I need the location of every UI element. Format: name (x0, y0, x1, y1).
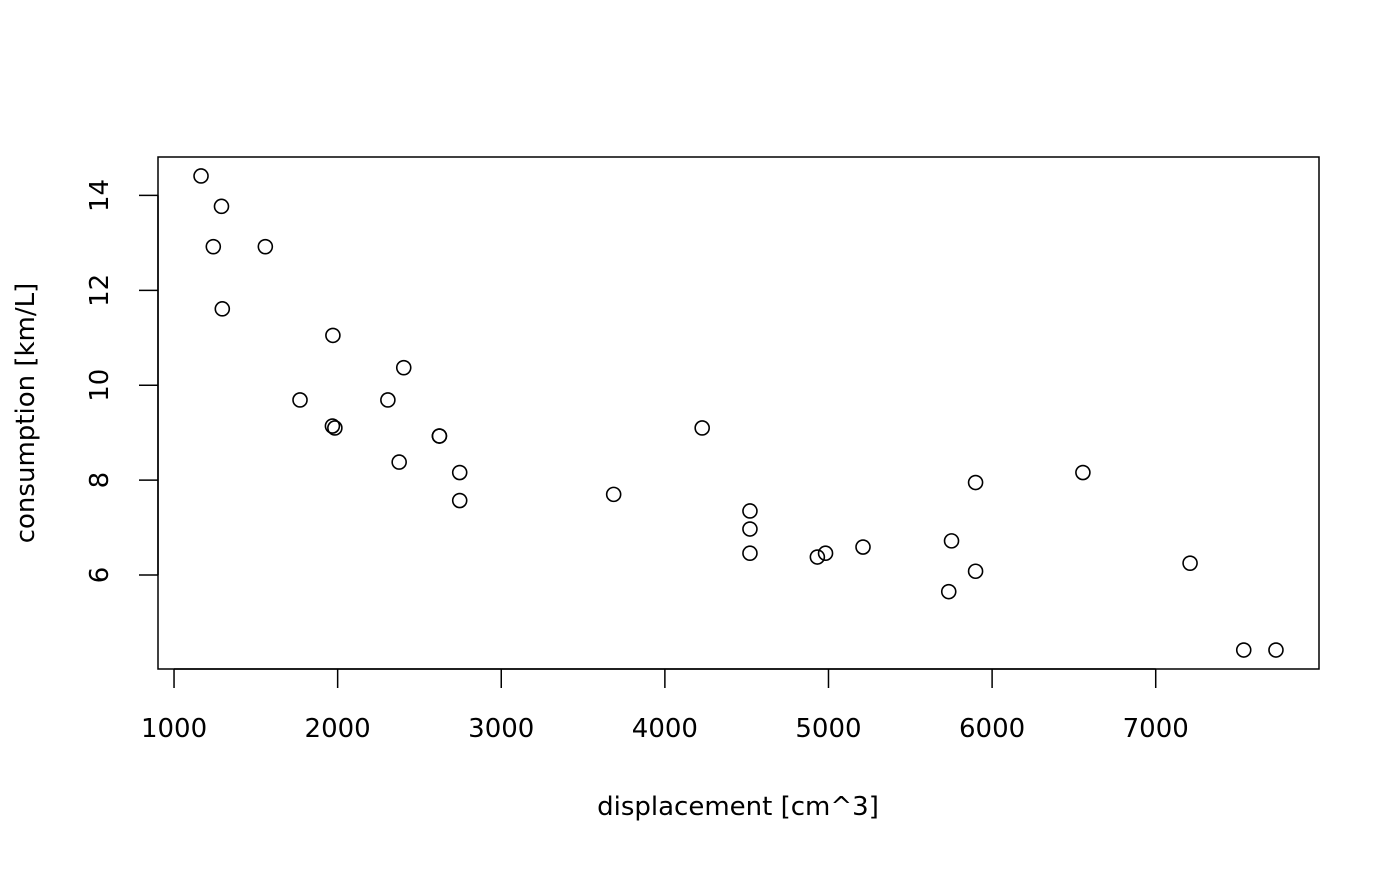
point (742, 521, 758, 537)
point (451, 464, 468, 481)
point (1182, 555, 1198, 571)
y-axis-label: consumption [km/L] (11, 283, 41, 544)
x-tick-label: 7000 (1123, 714, 1189, 744)
point (694, 420, 710, 436)
plot-box (157, 156, 1320, 670)
point (325, 327, 341, 344)
x-axis-label: displacement [cm^3] (597, 792, 879, 822)
point (214, 301, 231, 317)
point (324, 418, 341, 434)
point (431, 428, 448, 444)
x-tick-label: 6000 (959, 714, 1025, 744)
y-tick-label: 12 (85, 274, 115, 307)
y-tick-label: 14 (85, 179, 115, 212)
point (327, 420, 343, 436)
point (451, 492, 468, 509)
point (967, 563, 984, 580)
y-tick-label: 10 (85, 369, 115, 402)
point (605, 486, 622, 503)
y-tick-label: 6 (85, 567, 115, 584)
point (391, 454, 407, 470)
x-tick-label: 2000 (305, 714, 371, 744)
point (205, 238, 222, 255)
point (817, 545, 834, 562)
point (940, 583, 957, 600)
x-tick-label: 4000 (632, 714, 698, 744)
y-tick-label: 8 (85, 472, 115, 489)
point (855, 539, 871, 555)
point (292, 392, 308, 408)
point (395, 359, 412, 376)
point (967, 474, 984, 491)
point (1235, 642, 1252, 658)
x-tick-label: 3000 (468, 714, 534, 744)
point (1268, 642, 1284, 658)
x-tick-label: 1000 (141, 714, 207, 744)
point (742, 503, 758, 519)
point (380, 392, 396, 408)
point (809, 549, 826, 565)
point (1075, 464, 1091, 481)
point (257, 238, 274, 255)
point (742, 545, 758, 562)
point (943, 533, 960, 549)
point (193, 168, 209, 184)
point (213, 198, 230, 215)
x-tick-label: 5000 (795, 714, 861, 744)
